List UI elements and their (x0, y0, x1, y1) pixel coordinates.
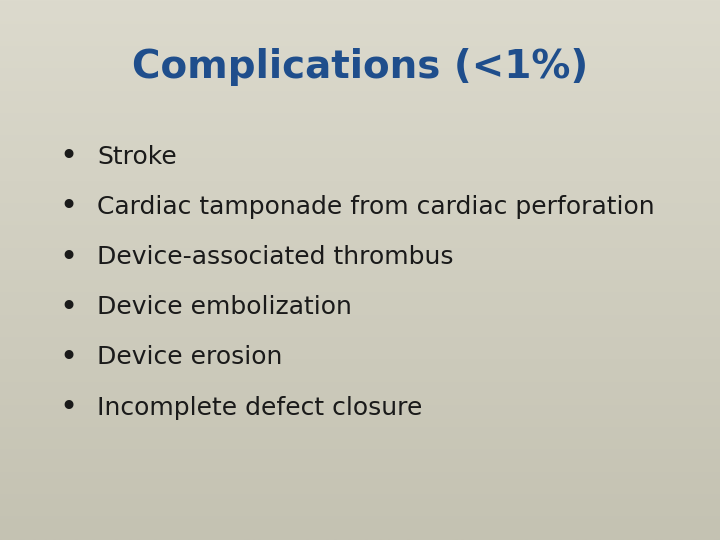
Text: •: • (59, 142, 78, 171)
Text: Device-associated thrombus: Device-associated thrombus (97, 245, 454, 269)
Text: Complications (<1%): Complications (<1%) (132, 49, 588, 86)
Text: •: • (59, 343, 78, 372)
Text: Device embolization: Device embolization (97, 295, 352, 319)
Text: Stroke: Stroke (97, 145, 177, 168)
Text: Cardiac tamponade from cardiac perforation: Cardiac tamponade from cardiac perforati… (97, 195, 654, 219)
Text: Device erosion: Device erosion (97, 346, 282, 369)
Text: •: • (59, 242, 78, 272)
Text: •: • (59, 192, 78, 221)
Text: •: • (59, 293, 78, 322)
Text: •: • (59, 393, 78, 422)
Text: Incomplete defect closure: Incomplete defect closure (97, 396, 423, 420)
